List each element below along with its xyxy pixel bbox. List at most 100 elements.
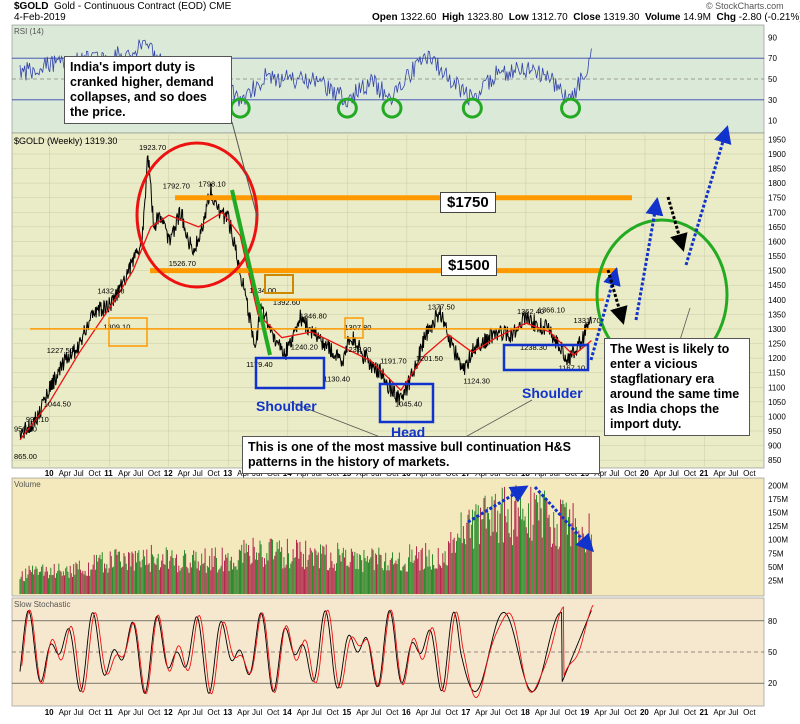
year-tick-1-10: 20 <box>640 708 649 717</box>
price-label-24: 1362.40 <box>517 307 544 316</box>
rsi-oversold-circle-2 <box>381 97 403 119</box>
stoch-tick-1: 50 <box>768 648 777 657</box>
volume-tick-7: 200M <box>768 481 788 490</box>
price-tick-17: 1700 <box>768 208 786 217</box>
year-tick-0-1: 11 <box>104 469 113 478</box>
month-tick-1-10-1: Jul <box>669 708 679 717</box>
price-label-16: 1130.40 <box>324 375 351 384</box>
month-tick-1-11-1: Jul <box>728 708 738 717</box>
price-label-1: 958.10 <box>14 425 37 434</box>
price-panel-title: $GOLD (Weekly) 1319.30 <box>14 136 118 146</box>
price-label-17: 1307.80 <box>344 323 371 332</box>
header-credit: © StockCharts.com <box>706 1 784 11</box>
month-tick-1-11-0: Apr <box>713 708 726 717</box>
forecast-arrow-up-2 <box>634 197 664 321</box>
month-tick-1-7-0: Apr <box>475 708 488 717</box>
volume-arrow-up <box>467 485 529 524</box>
price-label-14: 1346.80 <box>300 312 327 321</box>
month-tick-1-6-2: Oct <box>446 708 459 717</box>
volume-tick-5: 150M <box>768 509 788 518</box>
price-tick-22: 1950 <box>768 135 786 144</box>
right-shoulder-box <box>502 343 590 372</box>
volume-arrow-down <box>533 485 595 553</box>
month-tick-1-9-2: Oct <box>624 708 637 717</box>
price-label-4: 1227.50 <box>47 346 74 355</box>
month-tick-1-2-1: Jul <box>193 708 203 717</box>
level-1500-label: $1500 <box>441 255 497 276</box>
forecast-arrow-up-3 <box>684 125 732 266</box>
price-tick-8: 1250 <box>768 340 786 349</box>
price-label-15: 1240.20 <box>291 342 318 351</box>
volume-tick-0: 25M <box>768 576 784 585</box>
stoch-tick-2: 80 <box>768 617 777 626</box>
month-tick-1-11-2: Oct <box>743 708 756 717</box>
stochastic-panel-title: Slow Stochastic <box>14 600 71 609</box>
month-tick-0-0-2: Oct <box>88 469 101 478</box>
volume-tick-4: 125M <box>768 522 788 531</box>
month-tick-1-2-0: Apr <box>178 708 191 717</box>
price-label-21: 1201.50 <box>416 354 443 363</box>
month-tick-0-1-1: Jul <box>133 469 143 478</box>
volume-tick-1: 50M <box>768 563 784 572</box>
price-tick-3: 1000 <box>768 412 786 421</box>
month-tick-1-9-0: Apr <box>594 708 607 717</box>
left-shoulder-label: Shoulder <box>256 398 317 414</box>
level-1750-label: $1750 <box>440 192 496 213</box>
price-tick-5: 1100 <box>768 383 786 392</box>
month-tick-1-5-1: Jul <box>371 708 381 717</box>
month-tick-1-0-2: Oct <box>88 708 101 717</box>
rsi-tick-4: 90 <box>768 33 777 42</box>
price-label-3: 1044.50 <box>44 399 71 408</box>
month-tick-1-1-0: Apr <box>118 708 131 717</box>
year-tick-1-4: 14 <box>283 708 292 717</box>
month-tick-0-10-0: Apr <box>654 469 667 478</box>
price-label-5: 1432.50 <box>97 286 124 295</box>
hs-pattern-note: This is one of the most massive bull con… <box>242 436 600 474</box>
price-label-12: 1392.60 <box>273 298 300 307</box>
price-label-27: 1167.10 <box>559 364 586 373</box>
price-tick-6: 1150 <box>768 369 786 378</box>
month-tick-0-2-1: Jul <box>193 469 203 478</box>
price-label-11: 1434.00 <box>249 286 276 295</box>
price-tick-10: 1350 <box>768 310 786 319</box>
month-tick-1-4-1: Jul <box>312 708 322 717</box>
price-tick-2: 950 <box>768 427 782 436</box>
month-tick-1-3-1: Jul <box>252 708 262 717</box>
month-tick-0-10-1: Jul <box>669 469 679 478</box>
year-tick-1-5: 15 <box>342 708 351 717</box>
price-tick-9: 1300 <box>768 325 786 334</box>
rsi-tick-0: 10 <box>768 117 777 126</box>
month-tick-0-2-2: Oct <box>207 469 220 478</box>
year-tick-1-6: 16 <box>402 708 411 717</box>
left-shoulder-box <box>254 356 326 390</box>
year-tick-1-7: 17 <box>461 708 470 717</box>
volume-tick-2: 75M <box>768 549 784 558</box>
green-downtrend-line <box>230 189 272 356</box>
header-date: 4-Feb-2019 <box>14 12 66 23</box>
month-tick-0-9-2: Oct <box>624 469 637 478</box>
left-shoulder-pointer <box>289 401 389 441</box>
month-tick-1-5-2: Oct <box>386 708 399 717</box>
rsi-line <box>19 39 592 108</box>
year-tick-1-2: 12 <box>164 708 173 717</box>
price-tick-15: 1600 <box>768 237 786 246</box>
year-tick-1-11: 21 <box>699 708 708 717</box>
india-note-pointer <box>231 121 259 221</box>
price-label-25: 1366.10 <box>538 306 565 315</box>
price-tick-13: 1500 <box>768 267 786 276</box>
price-tick-7: 1200 <box>768 354 786 363</box>
orange-box-2015 <box>344 317 364 339</box>
price-tick-21: 1900 <box>768 150 786 159</box>
month-tick-1-10-0: Apr <box>654 708 667 717</box>
price-tick-0: 850 <box>768 456 782 465</box>
month-tick-1-2-2: Oct <box>207 708 220 717</box>
rsi-tick-1: 30 <box>768 96 777 105</box>
stoch-tick-0: 20 <box>768 679 777 688</box>
price-label-20: 1045.40 <box>395 399 422 408</box>
month-tick-1-4-0: Apr <box>297 708 310 717</box>
year-tick-1-3: 13 <box>223 708 232 717</box>
price-label-8: 1792.70 <box>163 181 190 190</box>
price-label-6: 1309.10 <box>103 322 130 331</box>
month-tick-0-11-1: Jul <box>728 469 738 478</box>
month-tick-1-8-1: Jul <box>550 708 560 717</box>
